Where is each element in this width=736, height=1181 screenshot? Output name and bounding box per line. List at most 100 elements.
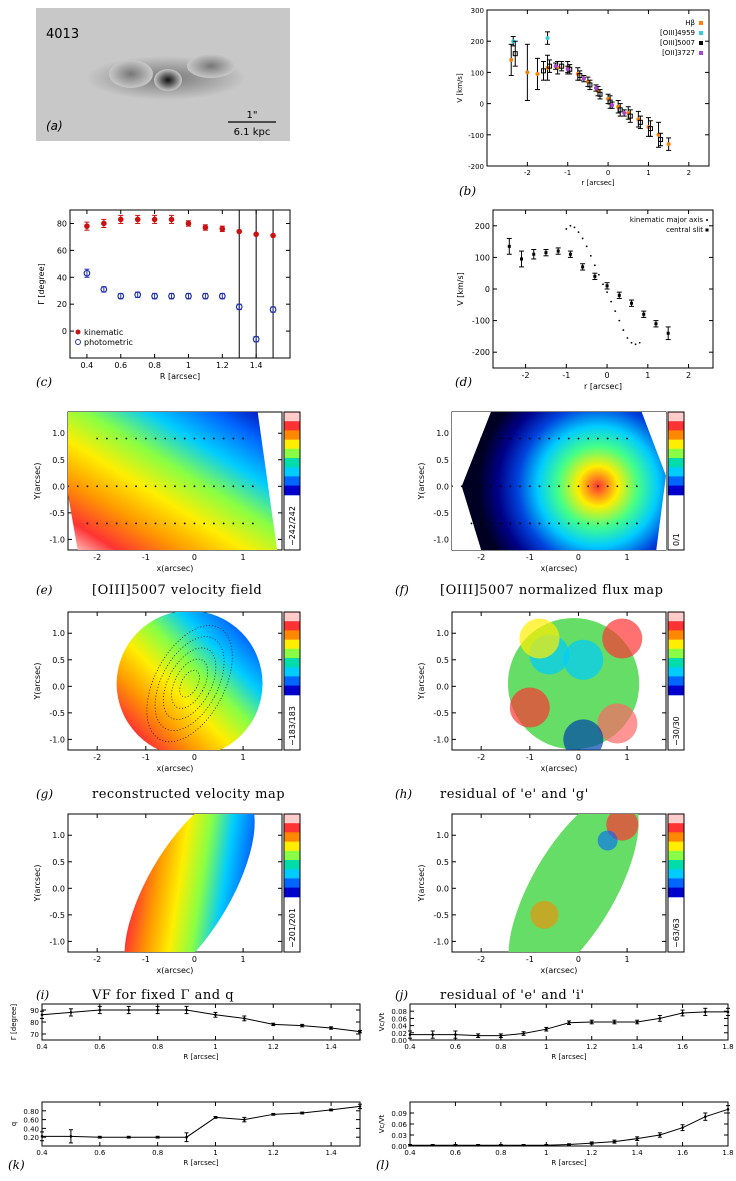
data-point [614,310,617,313]
y-tick-label: 0 [480,101,484,109]
colorbar-swatch [284,439,300,450]
colorbar-swatch [668,685,684,696]
x-axis-label: r [arcsec] [581,179,614,187]
y-tick-label: 0.00 [391,1037,407,1045]
data-point [703,1115,707,1118]
x-tick-label: 0.4 [81,361,94,370]
slit-dot [164,437,167,440]
data-point [585,245,588,248]
map-i-fixed-vf: -2 -1 0 1 -1.0 -0.5 0.0 0.5 1.0 x(arcsec) Y(arcsec… [33,813,301,975]
data-point [559,63,565,69]
y-axis-label: q [10,1122,18,1126]
data-point [610,103,615,108]
slit-dot [587,437,590,440]
x-tick-label: 1.4 [632,1149,644,1157]
panel-title-f: [OIII]5007 normalized flux map [440,583,664,598]
data-point [593,274,597,278]
data-point [454,1143,457,1147]
x-tick-label: -2 [93,553,101,562]
data-point [532,252,536,256]
data-point [134,216,141,223]
x-tick-label: -1 [142,955,150,964]
legend-marker [75,329,81,335]
slit-dot [193,522,196,525]
series-line [410,1108,729,1146]
y-tick-label: 1.0 [436,429,449,438]
slit-dot [251,522,254,525]
y-tick-label: 200 [475,222,490,231]
data-point [499,1034,503,1037]
y-tick-label: 0.04 [391,1023,407,1031]
x-tick-label: 0 [192,753,197,762]
y-tick-label: 0 [62,327,67,336]
colorbar-label: 0/1 [672,533,681,546]
data-point [622,110,627,115]
slit-dot [509,522,512,525]
colorbar-label: −63/63 [672,918,681,948]
slit-dot [548,522,551,525]
slit-dot [470,522,473,525]
data-point [606,291,608,294]
legend-label: [OIII]4959 [660,29,695,37]
slit-dot [558,437,560,440]
data-point [638,341,641,344]
data-point [634,343,637,346]
colorbar-frame [283,611,301,751]
y-axis-label: Y(arcsec) [33,864,42,902]
data-point [476,1034,480,1037]
data-point [654,322,658,326]
x-axis-label: R [arcsec] [183,1159,218,1167]
slit-dot [251,485,254,488]
slit-dot [567,485,570,488]
colorbar-swatch [284,841,300,852]
series-line [41,1009,361,1033]
colorbar-swatch [668,667,684,677]
velocity-field [68,412,278,550]
x-tick-label: 0.4 [404,1043,416,1051]
colorbar-swatch [284,860,300,870]
x-tick-label: 2 [686,371,691,380]
panel-letter-k: (k) [8,1158,25,1172]
colorbar-swatch [668,639,684,650]
slit-dot [154,522,157,525]
data-point [218,292,226,300]
data-point [681,1011,684,1015]
data-point [219,226,226,232]
data-point [40,1013,44,1017]
data-point [185,220,192,227]
slit-dot [606,485,609,488]
x-axis-label: x(arcsec) [541,764,578,773]
data-point [547,63,553,69]
slit-dot [115,522,118,525]
x-tick-label: 0.8 [152,1149,163,1157]
slit-dot [183,522,186,525]
map-g-reconstructed-velocity: -2 -1 0 1 -1.0 -0.5 0.0 0.5 1.0 x(arcsec) Y(arcsec… [33,611,301,773]
slit-dot [222,522,225,525]
colorbar-label: −201/201 [288,908,297,948]
slit-dot [135,485,137,488]
slit-dot [242,437,244,440]
slit-dot [597,437,599,440]
map-f-flux-map: -2 -1 0 1 -1.0 -0.5 0.0 0.5 1.0 x(arcsec) Y(arcsec… [417,411,685,573]
slit-dot [528,437,531,440]
data-point [581,265,585,269]
colorbar-swatch [668,621,684,631]
map-e-velocity-field: -2 -1 0 1 -1.0 -0.5 0.0 0.5 1.0 x(arcsec) Y(arcsec… [33,411,301,573]
data-point [525,70,530,75]
data-point [544,251,548,255]
slit-dot [183,485,186,488]
slit-dot [519,522,521,525]
colorbar-swatch [284,476,300,487]
colorbar-swatch [284,458,300,468]
slit-dot [538,437,541,440]
data-point [568,252,572,256]
colorbar-swatch [284,430,300,441]
data-point [658,1133,662,1137]
x-tick-label: -2 [93,955,101,964]
data-point [593,86,598,90]
slit-dot [548,437,551,440]
data-point [567,1021,571,1025]
slit-dot [76,485,79,488]
data-point [635,1020,639,1024]
